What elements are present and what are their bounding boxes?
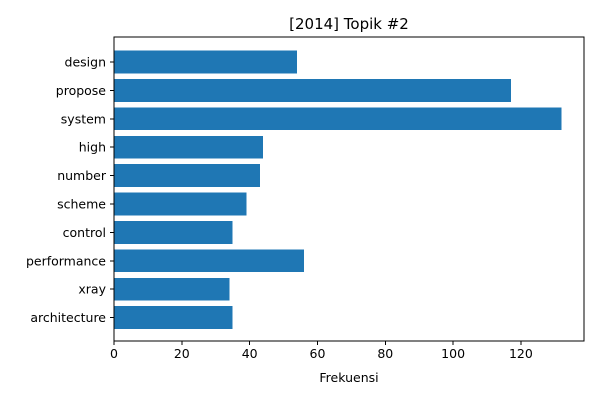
bar-performance [114, 249, 304, 273]
x-tick-label: 100 [441, 346, 465, 361]
y-tick-label: scheme [57, 197, 106, 212]
x-axis-ticks: 0 20 40 60 80 100 120 [110, 341, 533, 361]
y-tick-label: propose [56, 83, 107, 98]
y-tick-label: system [61, 111, 106, 126]
bar-control [114, 221, 233, 244]
y-tick-label: design [65, 55, 106, 70]
x-tick-label: 120 [509, 346, 533, 361]
x-tick-label: 0 [110, 346, 118, 361]
bars-group [114, 50, 562, 329]
y-tick-label: high [79, 140, 106, 155]
y-tick-label: number [57, 168, 107, 183]
x-tick-label: 60 [310, 346, 326, 361]
plot-frame [113, 36, 585, 342]
x-tick-label: 20 [174, 346, 190, 361]
bar-architecture [114, 306, 233, 329]
bar-xray [114, 277, 230, 301]
bar-propose [114, 79, 511, 102]
chart-title: [2014] Topik #2 [289, 15, 409, 33]
bar-system [114, 107, 562, 131]
y-tick-label: control [63, 225, 106, 240]
x-tick-label: 40 [242, 346, 258, 361]
bar-high [114, 135, 264, 159]
bar-scheme [114, 192, 247, 216]
x-axis-label: Frekuensi [319, 370, 378, 385]
bar-number [114, 164, 260, 187]
y-tick-label: xray [78, 282, 106, 297]
y-axis-ticks: design propose system high number scheme contr… [26, 55, 114, 325]
x-tick-label: 80 [377, 346, 393, 361]
y-tick-label: performance [26, 253, 106, 268]
bar-design [114, 50, 298, 74]
y-tick-label: architecture [30, 310, 106, 325]
